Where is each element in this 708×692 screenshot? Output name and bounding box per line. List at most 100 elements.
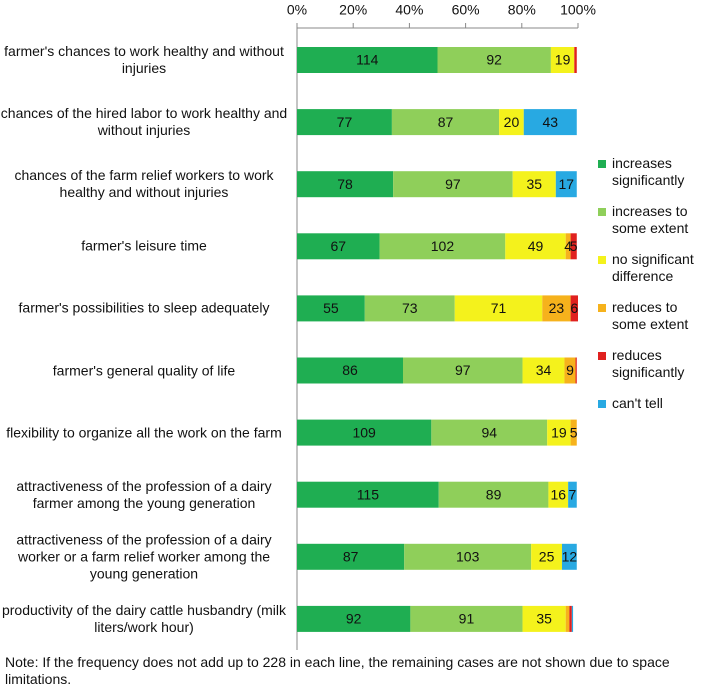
bar-segment bbox=[561, 543, 577, 570]
bar-segment bbox=[391, 109, 500, 136]
category-label: farmer's chances to work healthy and wit… bbox=[4, 43, 284, 76]
bar-segment bbox=[410, 605, 523, 632]
data-label: 109 bbox=[352, 424, 376, 440]
data-label: 16 bbox=[550, 486, 566, 502]
category-label: farmer's possibilities to sleep adequate… bbox=[18, 299, 270, 316]
bar-segment bbox=[297, 481, 439, 508]
bar-segment bbox=[505, 233, 566, 260]
note: Note: If the frequency does not add up t… bbox=[5, 654, 670, 687]
bar-segment bbox=[548, 481, 569, 508]
bar-segment bbox=[575, 357, 577, 384]
bar-segment bbox=[402, 357, 523, 384]
data-label: 97 bbox=[455, 362, 471, 378]
bar-segment bbox=[522, 357, 565, 384]
data-label: 25 bbox=[539, 549, 555, 565]
bar-segment bbox=[565, 233, 571, 260]
bar-segment bbox=[404, 543, 532, 570]
x-tick-label: 80% bbox=[508, 2, 536, 18]
legend-label: reduces to some extent bbox=[598, 299, 708, 333]
data-label: 5 bbox=[570, 238, 578, 254]
legend-label: increases significantly bbox=[598, 155, 708, 189]
bar-segment bbox=[297, 605, 411, 632]
data-label: 92 bbox=[346, 611, 362, 627]
data-label: 94 bbox=[481, 424, 497, 440]
data-label: 23 bbox=[549, 300, 565, 316]
bar-segment bbox=[431, 419, 548, 446]
legend-swatch bbox=[598, 400, 606, 408]
bar-segment bbox=[437, 47, 551, 73]
category-label: farmer's general quality of life bbox=[52, 362, 236, 378]
data-label: 20 bbox=[504, 114, 520, 130]
data-label: 6 bbox=[570, 300, 578, 316]
bar-segment bbox=[297, 295, 365, 322]
bar-segment bbox=[564, 357, 576, 384]
bar-segment bbox=[393, 171, 513, 198]
bar-segment bbox=[297, 171, 394, 198]
bar-segment bbox=[531, 543, 562, 570]
data-label: 35 bbox=[526, 176, 542, 192]
bar-segment bbox=[438, 481, 549, 508]
x-tick-label: 40% bbox=[395, 2, 423, 18]
data-label: 43 bbox=[542, 114, 558, 130]
category-label: attractiveness of the profession of a da… bbox=[16, 531, 272, 582]
data-label: 102 bbox=[431, 238, 455, 254]
bar-segment bbox=[570, 295, 578, 322]
legend-label: no significant difference bbox=[598, 251, 708, 285]
bar-segment bbox=[569, 605, 572, 632]
bar-segment bbox=[512, 171, 556, 198]
bar-segment bbox=[454, 295, 543, 322]
data-label: 5 bbox=[570, 424, 578, 440]
data-label: 86 bbox=[342, 362, 358, 378]
bar-segment bbox=[297, 109, 392, 136]
bar-segment bbox=[297, 543, 405, 570]
data-label: 103 bbox=[456, 549, 480, 565]
data-label: 78 bbox=[337, 176, 353, 192]
bar-segment bbox=[570, 233, 577, 260]
category-label: productivity of the dairy cattle husband… bbox=[1, 601, 286, 635]
bar-segment bbox=[555, 171, 577, 198]
bar-segment bbox=[297, 357, 403, 384]
bar-segment bbox=[568, 481, 577, 508]
data-label: 77 bbox=[337, 114, 353, 130]
x-tick-label: 0% bbox=[287, 2, 307, 18]
data-label: 49 bbox=[528, 238, 544, 254]
data-label: 91 bbox=[459, 611, 475, 627]
data-label: 114 bbox=[356, 52, 379, 68]
legend-label: reduces significantly bbox=[598, 347, 708, 381]
x-tick-label: 20% bbox=[339, 2, 367, 18]
x-tick-label: 60% bbox=[452, 2, 480, 18]
data-label: 17 bbox=[559, 176, 575, 192]
bar-segment bbox=[542, 295, 571, 322]
data-label: 19 bbox=[555, 52, 571, 68]
legend-swatch bbox=[598, 304, 606, 312]
data-label: 89 bbox=[486, 486, 502, 502]
bar-segment bbox=[547, 419, 571, 446]
category-label: chances of the hired labor to work healt… bbox=[0, 105, 288, 139]
bar-segment bbox=[499, 109, 524, 136]
data-label: 19 bbox=[551, 424, 567, 440]
x-tick-label: 100% bbox=[560, 2, 596, 18]
data-label: 4 bbox=[564, 238, 572, 254]
category-label: attractiveness of the profession of a da… bbox=[16, 477, 272, 511]
bar-segment bbox=[297, 47, 438, 73]
bar-segment bbox=[364, 295, 455, 322]
data-label: 87 bbox=[343, 549, 359, 565]
bar-segment bbox=[550, 47, 575, 73]
data-label: 92 bbox=[486, 52, 502, 68]
legend-swatch bbox=[598, 208, 606, 216]
data-label: 71 bbox=[491, 300, 507, 316]
category-label: farmer's leisure time bbox=[81, 237, 207, 254]
data-label: 9 bbox=[566, 362, 574, 378]
bar-segment bbox=[379, 233, 506, 260]
category-label: chances of the farm relief workers to wo… bbox=[14, 167, 274, 201]
bar-segment bbox=[522, 605, 566, 632]
data-label: 67 bbox=[330, 238, 346, 254]
data-label: 73 bbox=[402, 300, 418, 316]
data-label: 35 bbox=[536, 611, 552, 627]
data-label: 87 bbox=[438, 114, 454, 130]
data-label: 97 bbox=[445, 176, 461, 192]
data-label: 55 bbox=[323, 300, 339, 316]
bar-segment bbox=[565, 605, 570, 632]
